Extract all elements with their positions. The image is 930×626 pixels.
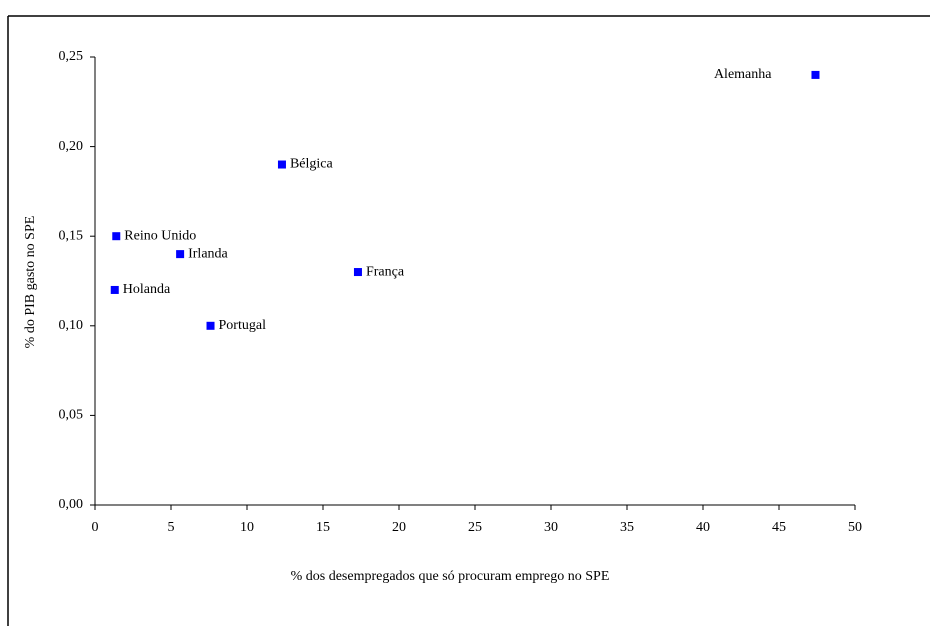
point	[206, 321, 215, 330]
point	[112, 232, 121, 241]
point	[353, 268, 362, 277]
x-tick-label: 30	[544, 520, 558, 535]
y-tick-label: 0,15	[59, 228, 84, 243]
x-tick-label: 45	[772, 520, 786, 535]
point-label: Irlanda	[188, 246, 228, 261]
point	[110, 285, 119, 294]
y-tick-label: 0,00	[59, 497, 84, 512]
x-tick-label: 5	[168, 520, 175, 535]
x-tick-label: 35	[620, 520, 634, 535]
point-label: Portugal	[219, 318, 267, 333]
y-tick-label: 0,25	[59, 49, 84, 64]
point-label: Reino Unido	[124, 228, 196, 243]
x-tick-label: 25	[468, 520, 482, 535]
point-label: Bélgica	[290, 157, 334, 172]
x-axis-label: % dos desempregados que só procuram empr…	[291, 569, 610, 584]
y-axis-label: % do PIB gasto no SPE	[23, 216, 38, 349]
x-tick-label: 50	[848, 520, 862, 535]
x-tick-label: 0	[92, 520, 99, 535]
point	[277, 160, 286, 169]
x-tick-label: 20	[392, 520, 406, 535]
point-label: Alemanha	[714, 67, 772, 82]
point	[176, 250, 185, 259]
y-tick-label: 0,05	[59, 408, 84, 423]
point-label: França	[366, 264, 405, 279]
point	[811, 70, 820, 79]
x-tick-label: 40	[696, 520, 710, 535]
y-tick-label: 0,20	[59, 139, 84, 154]
y-tick-label: 0,10	[59, 318, 84, 333]
x-tick-label: 15	[316, 520, 330, 535]
x-tick-label: 10	[240, 520, 254, 535]
point-label: Holanda	[123, 282, 171, 297]
